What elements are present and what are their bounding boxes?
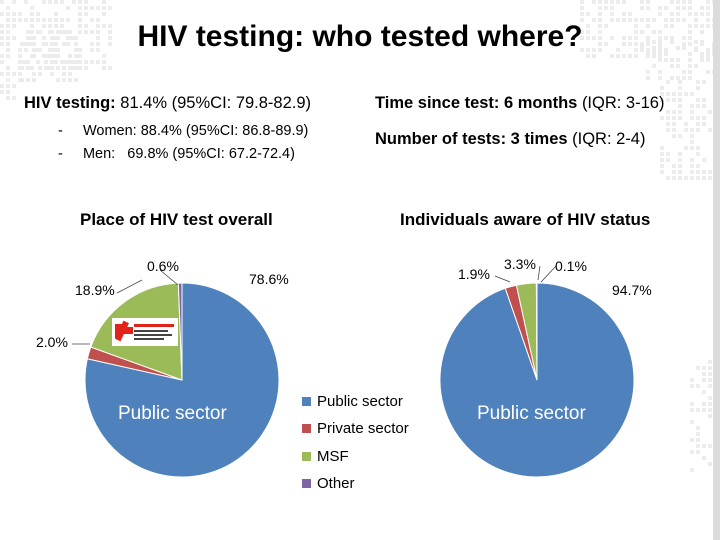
chart2-label-private: 1.9% [458,266,490,282]
legend-label-msf: MSF [317,447,349,465]
legend-item-public-sector: Public sector [302,388,409,415]
women-stat: - Women: 88.4% (95%CI: 86.8-89.9) [58,123,309,139]
time-since-test-label: Time since test: 6 months [375,94,578,112]
leader-line [494,275,511,283]
leader-line [159,269,179,286]
legend-swatch-msf [302,451,311,461]
number-of-tests-label: Number of tests: 3 times [375,130,568,148]
legend-item-private-sector: Private sector [302,415,409,442]
slide-title: HIV testing: who tested where? [137,20,583,53]
time-since-test-iqr: (IQR: 3-16) [581,94,665,112]
leader-line [540,265,557,283]
msf-logo [112,318,178,346]
legend-swatch-other [302,479,311,489]
chart2-title: Individuals aware of HIV status [400,210,651,229]
time-since-test-stat: Time since test: 6 months (IQR: 3-16) [375,94,664,113]
legend-swatch-private-sector [302,424,311,434]
chart1-inner-label: Public sector [118,403,227,424]
edge-bar [713,0,720,540]
chart2-slice-public-sector [439,282,635,478]
chart1-title: Place of HIV test overall [80,210,273,229]
chart2-label-other: 0.1% [555,258,587,274]
chart1-label-private: 2.0% [36,334,68,350]
chart1-label-msf: 18.9% [75,282,115,298]
leader-line [116,279,143,294]
number-of-tests-stat: Number of tests: 3 times (IQR: 2-4) [375,130,645,149]
hiv-testing-label: HIV testing: [24,94,116,112]
legend-label-public-sector: Public sector [317,393,403,411]
chart2-label-public: 94.7% [612,282,652,298]
chart2-label-msf: 3.3% [504,256,536,272]
msf-logo-icon [115,320,174,342]
legend-item-other: Other [302,470,409,497]
chart2-inner-label: Public sector [477,403,586,424]
leader-line [537,265,541,281]
number-of-tests-iqr: (IQR: 2-4) [572,130,646,148]
chart1-slice-other [177,282,183,381]
chart2-slice-other [535,282,538,381]
chart1-label-other: 0.6% [147,258,179,274]
chart1-label-public: 78.6% [249,271,289,287]
men-stat: - Men: 69.8% (95%CI: 67.2-72.4) [58,146,295,162]
hiv-testing-value: 81.4% (95%CI: 79.8-82.9) [120,94,312,112]
hiv-testing-stat: HIV testing: 81.4% (95%CI: 79.8-82.9) [24,94,311,113]
legend-swatch-public-sector [302,397,311,407]
legend-item-msf: MSF [302,443,409,470]
legend-label-other: Other [317,475,355,493]
legend-label-private-sector: Private sector [317,420,409,438]
chart-legend: Public sector Private sector MSF Other [302,388,409,497]
